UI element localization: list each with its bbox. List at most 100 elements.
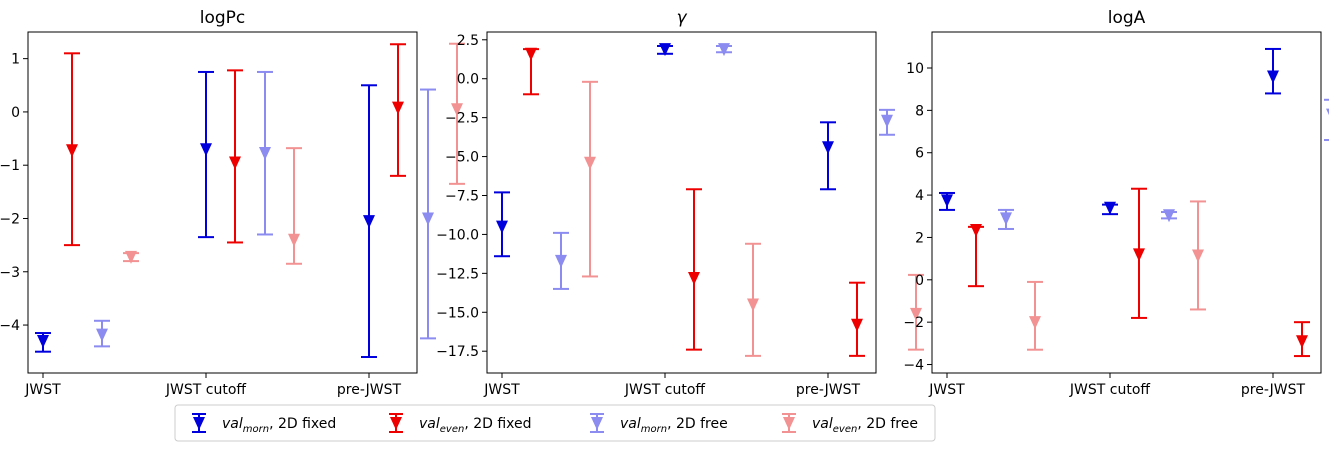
- errorbar-morn_fixed: [1265, 47, 1281, 95]
- legend-label-subscript: even: [833, 424, 858, 435]
- data-point-marker: [1163, 209, 1175, 223]
- errorbar-even_fixed: [227, 69, 243, 244]
- y-tick-label: −5.0: [445, 150, 479, 166]
- legend-label-base: val: [222, 416, 243, 432]
- y-tick-label: −3: [0, 265, 20, 281]
- errorbar-morn_fixed: [820, 121, 836, 191]
- legend-label-suffix: , 2D free: [857, 416, 918, 432]
- data-point-marker: [125, 250, 137, 264]
- errorbar-even_free: [449, 42, 465, 185]
- errorbar-even_free: [1027, 280, 1043, 351]
- panel-title: γ: [676, 8, 687, 28]
- errorbar-even_fixed: [390, 43, 406, 177]
- legend-label-subscript: morn: [243, 424, 269, 435]
- legend-label-base: val: [620, 416, 641, 432]
- y-tick-label: 4: [915, 188, 924, 204]
- panel-title: logA: [1108, 8, 1146, 28]
- errorbar-morn_free: [553, 231, 569, 290]
- legend-item-morn_fixed: [192, 413, 206, 433]
- data-point-marker: [96, 328, 108, 342]
- errorbar-morn_free: [1324, 98, 1329, 142]
- y-tick-label: 0: [11, 105, 20, 121]
- y-tick-label: −7.5: [445, 188, 479, 204]
- legend-triangle-icon: [390, 417, 402, 430]
- x-tick-label: pre-JWST: [1241, 382, 1306, 398]
- legend-label-subscript: even: [440, 424, 465, 435]
- data-point-marker: [555, 254, 567, 268]
- legend-label: valmorn, 2D fixed: [222, 416, 336, 435]
- data-point-marker: [1326, 108, 1329, 116]
- y-tick-label: −15.0: [436, 305, 479, 321]
- data-point-marker: [1000, 212, 1012, 226]
- data-point-marker: [659, 43, 671, 57]
- data-point-marker: [688, 272, 700, 286]
- errorbar-morn_free: [998, 208, 1014, 230]
- errorbar-even_free: [286, 147, 302, 265]
- errorbar-even_fixed: [968, 224, 984, 288]
- data-point-marker: [363, 215, 375, 229]
- data-point-marker: [1029, 316, 1041, 330]
- legend-triangle-icon: [193, 417, 205, 430]
- data-point-marker: [970, 224, 982, 238]
- x-tick-label: JWST cutoff: [624, 382, 705, 398]
- x-tick-label: JWST: [24, 382, 61, 398]
- legend-triangle-icon: [783, 417, 795, 430]
- data-point-marker: [229, 156, 241, 170]
- legend-frame: [174, 404, 936, 442]
- legend-label-subscript: morn: [641, 424, 667, 435]
- data-point-marker: [851, 318, 863, 332]
- legend-label-suffix: , 2D fixed: [464, 416, 531, 432]
- errorbar-even_fixed: [1294, 321, 1310, 358]
- y-tick-label: 2.5: [457, 33, 479, 49]
- panel-title: logPc: [200, 8, 246, 28]
- x-tick-label: pre-JWST: [337, 382, 402, 398]
- x-tick-label: pre-JWST: [796, 382, 861, 398]
- y-tick-label: 0: [915, 273, 924, 289]
- errorbar-even_free: [745, 242, 761, 357]
- errorbar-morn_free: [420, 88, 436, 340]
- data-point-marker: [822, 141, 834, 155]
- data-point-marker: [200, 143, 212, 157]
- data-point-marker: [1267, 70, 1279, 84]
- y-tick-label: 0.0: [457, 72, 479, 88]
- data-point-marker: [1104, 201, 1116, 215]
- errorbar-morn_free: [257, 70, 273, 236]
- data-point-marker: [392, 101, 404, 115]
- legend-label: valmorn, 2D free: [620, 416, 728, 435]
- data-point-marker: [747, 298, 759, 312]
- y-tick-label: −10.0: [436, 227, 479, 243]
- errorbar-morn_fixed: [494, 191, 510, 258]
- errorbar-morn_fixed: [657, 43, 673, 57]
- errorbar-morn_fixed: [361, 84, 377, 359]
- panel-1: logPc 1 0 −1 −2 −3 −4 JWST JWST cutoff pre-JWST: [0, 8, 465, 398]
- y-tick-label: 2: [915, 230, 924, 246]
- data-point-marker: [259, 146, 271, 160]
- data-point-marker: [910, 307, 922, 321]
- y-tick-label: −1: [0, 158, 20, 174]
- data-point-marker: [451, 103, 463, 117]
- legend-item-even_fixed: [389, 413, 403, 433]
- data-point-marker: [1192, 249, 1204, 263]
- legend-label: valeven, 2D fixed: [419, 416, 532, 435]
- errorbar-morn_fixed: [1102, 201, 1118, 216]
- panel-2: γ 2.5 0.0 −2.5 −5.0 −7.5 −10.0 −12.5 −15.0 −17.5 J…: [436, 8, 924, 398]
- errorbar-morn_free: [1161, 209, 1177, 223]
- legend-label-base: val: [812, 416, 833, 432]
- data-point-marker: [37, 335, 49, 349]
- legend-label-base: val: [419, 416, 440, 432]
- y-tick-label: 1: [11, 52, 20, 68]
- errorbar-even_fixed: [523, 47, 539, 96]
- y-tick-label: −2: [0, 211, 20, 227]
- errorbar-even_free: [1190, 200, 1206, 311]
- legend: valmorn, 2D fixed valeven, 2D fixed valmor…: [174, 404, 936, 442]
- y-tick-label: 6: [915, 146, 924, 162]
- data-point-marker: [422, 212, 434, 226]
- data-point-marker: [66, 144, 78, 158]
- x-tick-label: JWST cutoff: [1069, 382, 1150, 398]
- errorbar-even_fixed: [686, 188, 702, 351]
- data-point-marker: [941, 194, 953, 208]
- data-point-marker: [496, 220, 508, 234]
- x-tick-label: JWST: [928, 382, 965, 398]
- data-point-marker: [1296, 335, 1308, 349]
- legend-label-suffix: , 2D fixed: [269, 416, 336, 432]
